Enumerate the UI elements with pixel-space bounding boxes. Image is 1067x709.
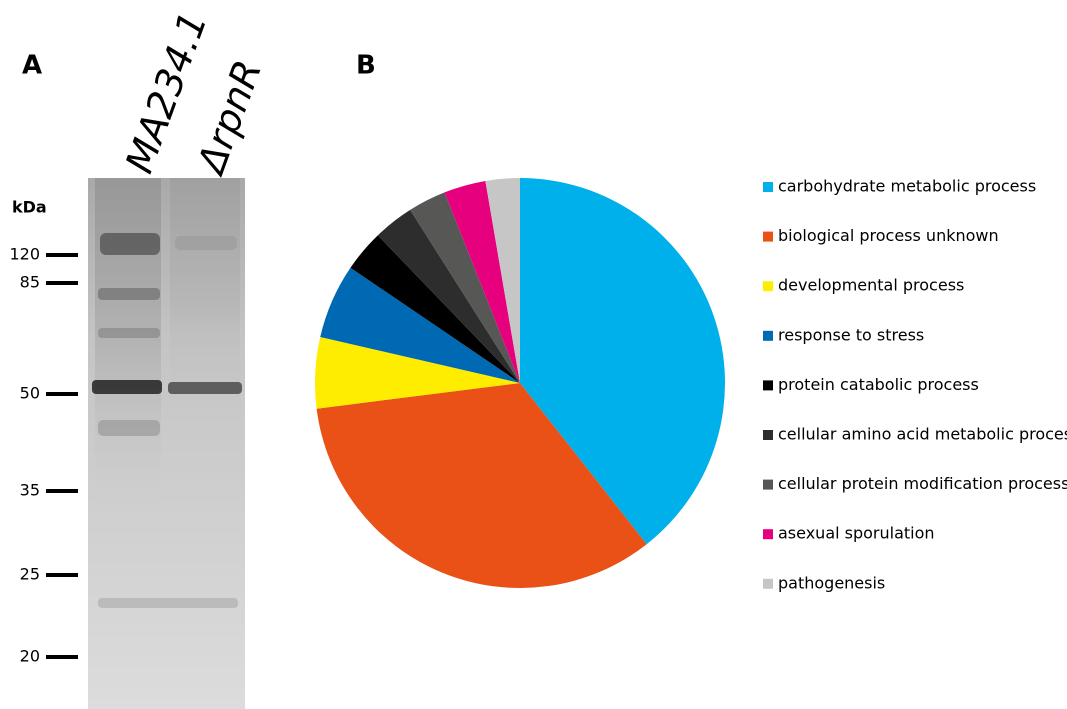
legend-label: pathogenesis [778, 573, 885, 592]
lane-smear [95, 178, 161, 508]
legend-swatch [763, 380, 773, 390]
marker-label: 85 [20, 273, 40, 292]
legend-label: response to stress [778, 325, 924, 344]
legend-swatch [763, 232, 773, 242]
legend-swatch [763, 529, 773, 539]
gel-band [100, 233, 160, 255]
legend-swatch [763, 430, 773, 440]
gel [88, 178, 245, 709]
panel-label: B [356, 51, 376, 81]
page: {"panel_a": {"label": "A", "lanes": ["MA… [0, 0, 1067, 709]
gel-band [175, 236, 237, 250]
legend-swatch [763, 281, 773, 291]
marker-label: 50 [20, 384, 40, 403]
legend-swatch [763, 579, 773, 589]
unit-label: kDa [12, 198, 47, 217]
legend-label: developmental process [778, 276, 964, 295]
legend-label: biological process unknown [778, 226, 999, 245]
legend-label: asexual sporulation [778, 524, 935, 543]
legend-swatch [763, 331, 773, 341]
gel-band [98, 598, 238, 608]
marker-label: 120 [9, 245, 40, 264]
legend-label: carbohydrate metabolic process [778, 177, 1036, 196]
marker-label: 20 [20, 647, 40, 666]
gel-band [168, 382, 242, 394]
gel-band [98, 288, 160, 300]
figure: A B MA234.1 ΔrpnR kDa 1208550352520carbo… [0, 0, 1067, 709]
panel-label: A [22, 51, 42, 81]
legend-swatch [763, 182, 773, 192]
marker-label: 35 [20, 481, 40, 500]
legend-swatch [763, 480, 773, 490]
gel-band [98, 420, 160, 436]
gel-band [92, 380, 162, 394]
legend-label: protein catabolic process [778, 375, 979, 394]
lane-label: ΔrpnR [188, 54, 270, 181]
marker-label: 25 [20, 565, 40, 584]
gel-band [98, 328, 160, 338]
legend-label: cellular amino acid metabolic process [778, 425, 1067, 444]
legend-label: cellular protein modification process [778, 474, 1067, 493]
